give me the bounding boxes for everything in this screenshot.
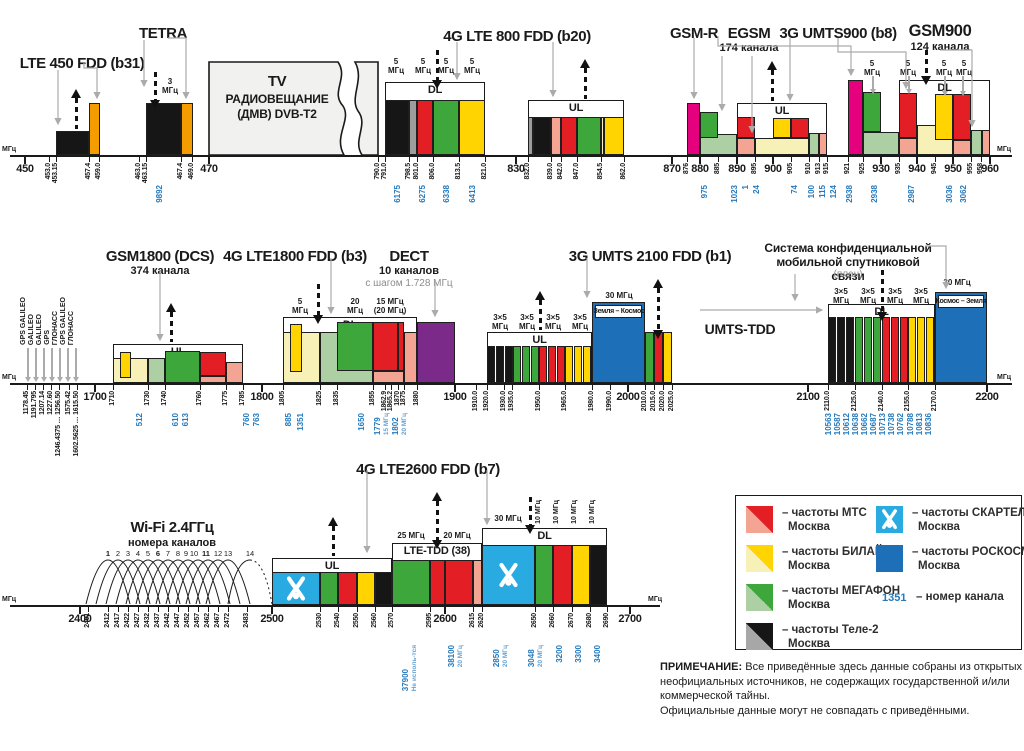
note-line: ПРИМЕЧАНИЕ: Все приведённые здесь данные… — [660, 660, 1024, 675]
note-line: неофициальных источников, не содержащих … — [660, 675, 1010, 688]
wifi-channel-number: 6 — [155, 549, 161, 558]
note-lead: ПРИМЕЧАНИЕ: — [660, 661, 743, 673]
yota-logo-icon — [882, 509, 897, 530]
wifi-arc — [195, 559, 241, 605]
wifi-channel-number: 4 — [135, 549, 141, 558]
legend-swatch-roscosmos — [876, 545, 903, 572]
wifi-arc — [185, 559, 231, 605]
wifi-arc — [205, 559, 251, 605]
yota-logo-icon — [286, 576, 306, 601]
connector-line — [168, 37, 190, 100]
wifi-arc — [105, 559, 151, 605]
legend-label: Москва — [918, 560, 960, 572]
wifi-arc — [135, 559, 181, 605]
legend-label: Москва — [918, 521, 960, 533]
legend-label: – частоты СКАРТЕЛ — [912, 507, 1024, 519]
legend-label: Москва — [788, 560, 830, 572]
wifi-arc — [227, 559, 251, 605]
wifi-channel-number: 13 — [223, 549, 233, 558]
wifi-channel-number: 1 — [105, 549, 111, 558]
wifi-channel-number: 14 — [245, 549, 255, 558]
wifi-arc — [95, 559, 141, 605]
wifi-channel-number: 12 — [213, 549, 223, 558]
wifi-arc — [85, 559, 131, 605]
wifi-arc — [155, 559, 201, 605]
wifi-arc — [115, 559, 161, 605]
legend-label: Москва — [788, 599, 830, 611]
note-line: Официальные данные могут не совпадать с … — [660, 704, 970, 717]
connector-line — [717, 36, 855, 77]
connector-line — [83, 63, 101, 100]
note-line-text: Все приведённые здесь данные собраны из … — [745, 661, 1022, 673]
note-text: ПРИМЕЧАНИЕ: Все приведённые здесь данные… — [660, 660, 1024, 718]
connector-line — [837, 38, 910, 90]
legend-label: – частоты РОСКОСМОС — [912, 546, 1024, 558]
connector-line — [940, 49, 976, 128]
wifi-channel-number: 8 — [175, 549, 181, 558]
yota-logo-icon — [499, 562, 518, 588]
legend-label: – частоты Теле-2 — [782, 624, 879, 636]
legend-label: Москва — [788, 638, 830, 650]
legend-label: Москва — [788, 521, 830, 533]
wifi-arc — [125, 559, 171, 605]
wifi-channel-number: 2 — [115, 549, 121, 558]
connector-line — [925, 245, 950, 290]
legend-label: – частоты МЕГАФОН — [782, 585, 901, 597]
wifi-channel-number: 7 — [165, 549, 171, 558]
legend-channel-number: 1351 — [882, 592, 907, 604]
legend-swatch-megafon — [746, 584, 773, 611]
wifi-channel-number: 3 — [125, 549, 131, 558]
legend-label: – частоты БИЛАЙН — [782, 546, 892, 558]
legend-swatch-beeline — [746, 545, 773, 572]
note-line: коммерческой тайны. — [660, 690, 770, 702]
wifi-channel-number: 10 — [189, 549, 199, 558]
wifi-arc — [145, 559, 191, 605]
legend-label: – номер канала — [916, 591, 1004, 603]
wifi-arc — [165, 559, 211, 605]
legend-label: – частоты МТС — [782, 507, 867, 519]
legend-swatch-tele2 — [746, 623, 773, 650]
wifi-arc-dashed — [249, 559, 273, 605]
legend-swatch-mts — [746, 506, 773, 533]
wifi-channel-number: 5 — [145, 549, 151, 558]
wifi-arc — [175, 559, 221, 605]
wifi-channel-number: 11 — [202, 549, 210, 558]
wifi-channel-number: 9 — [183, 549, 189, 558]
